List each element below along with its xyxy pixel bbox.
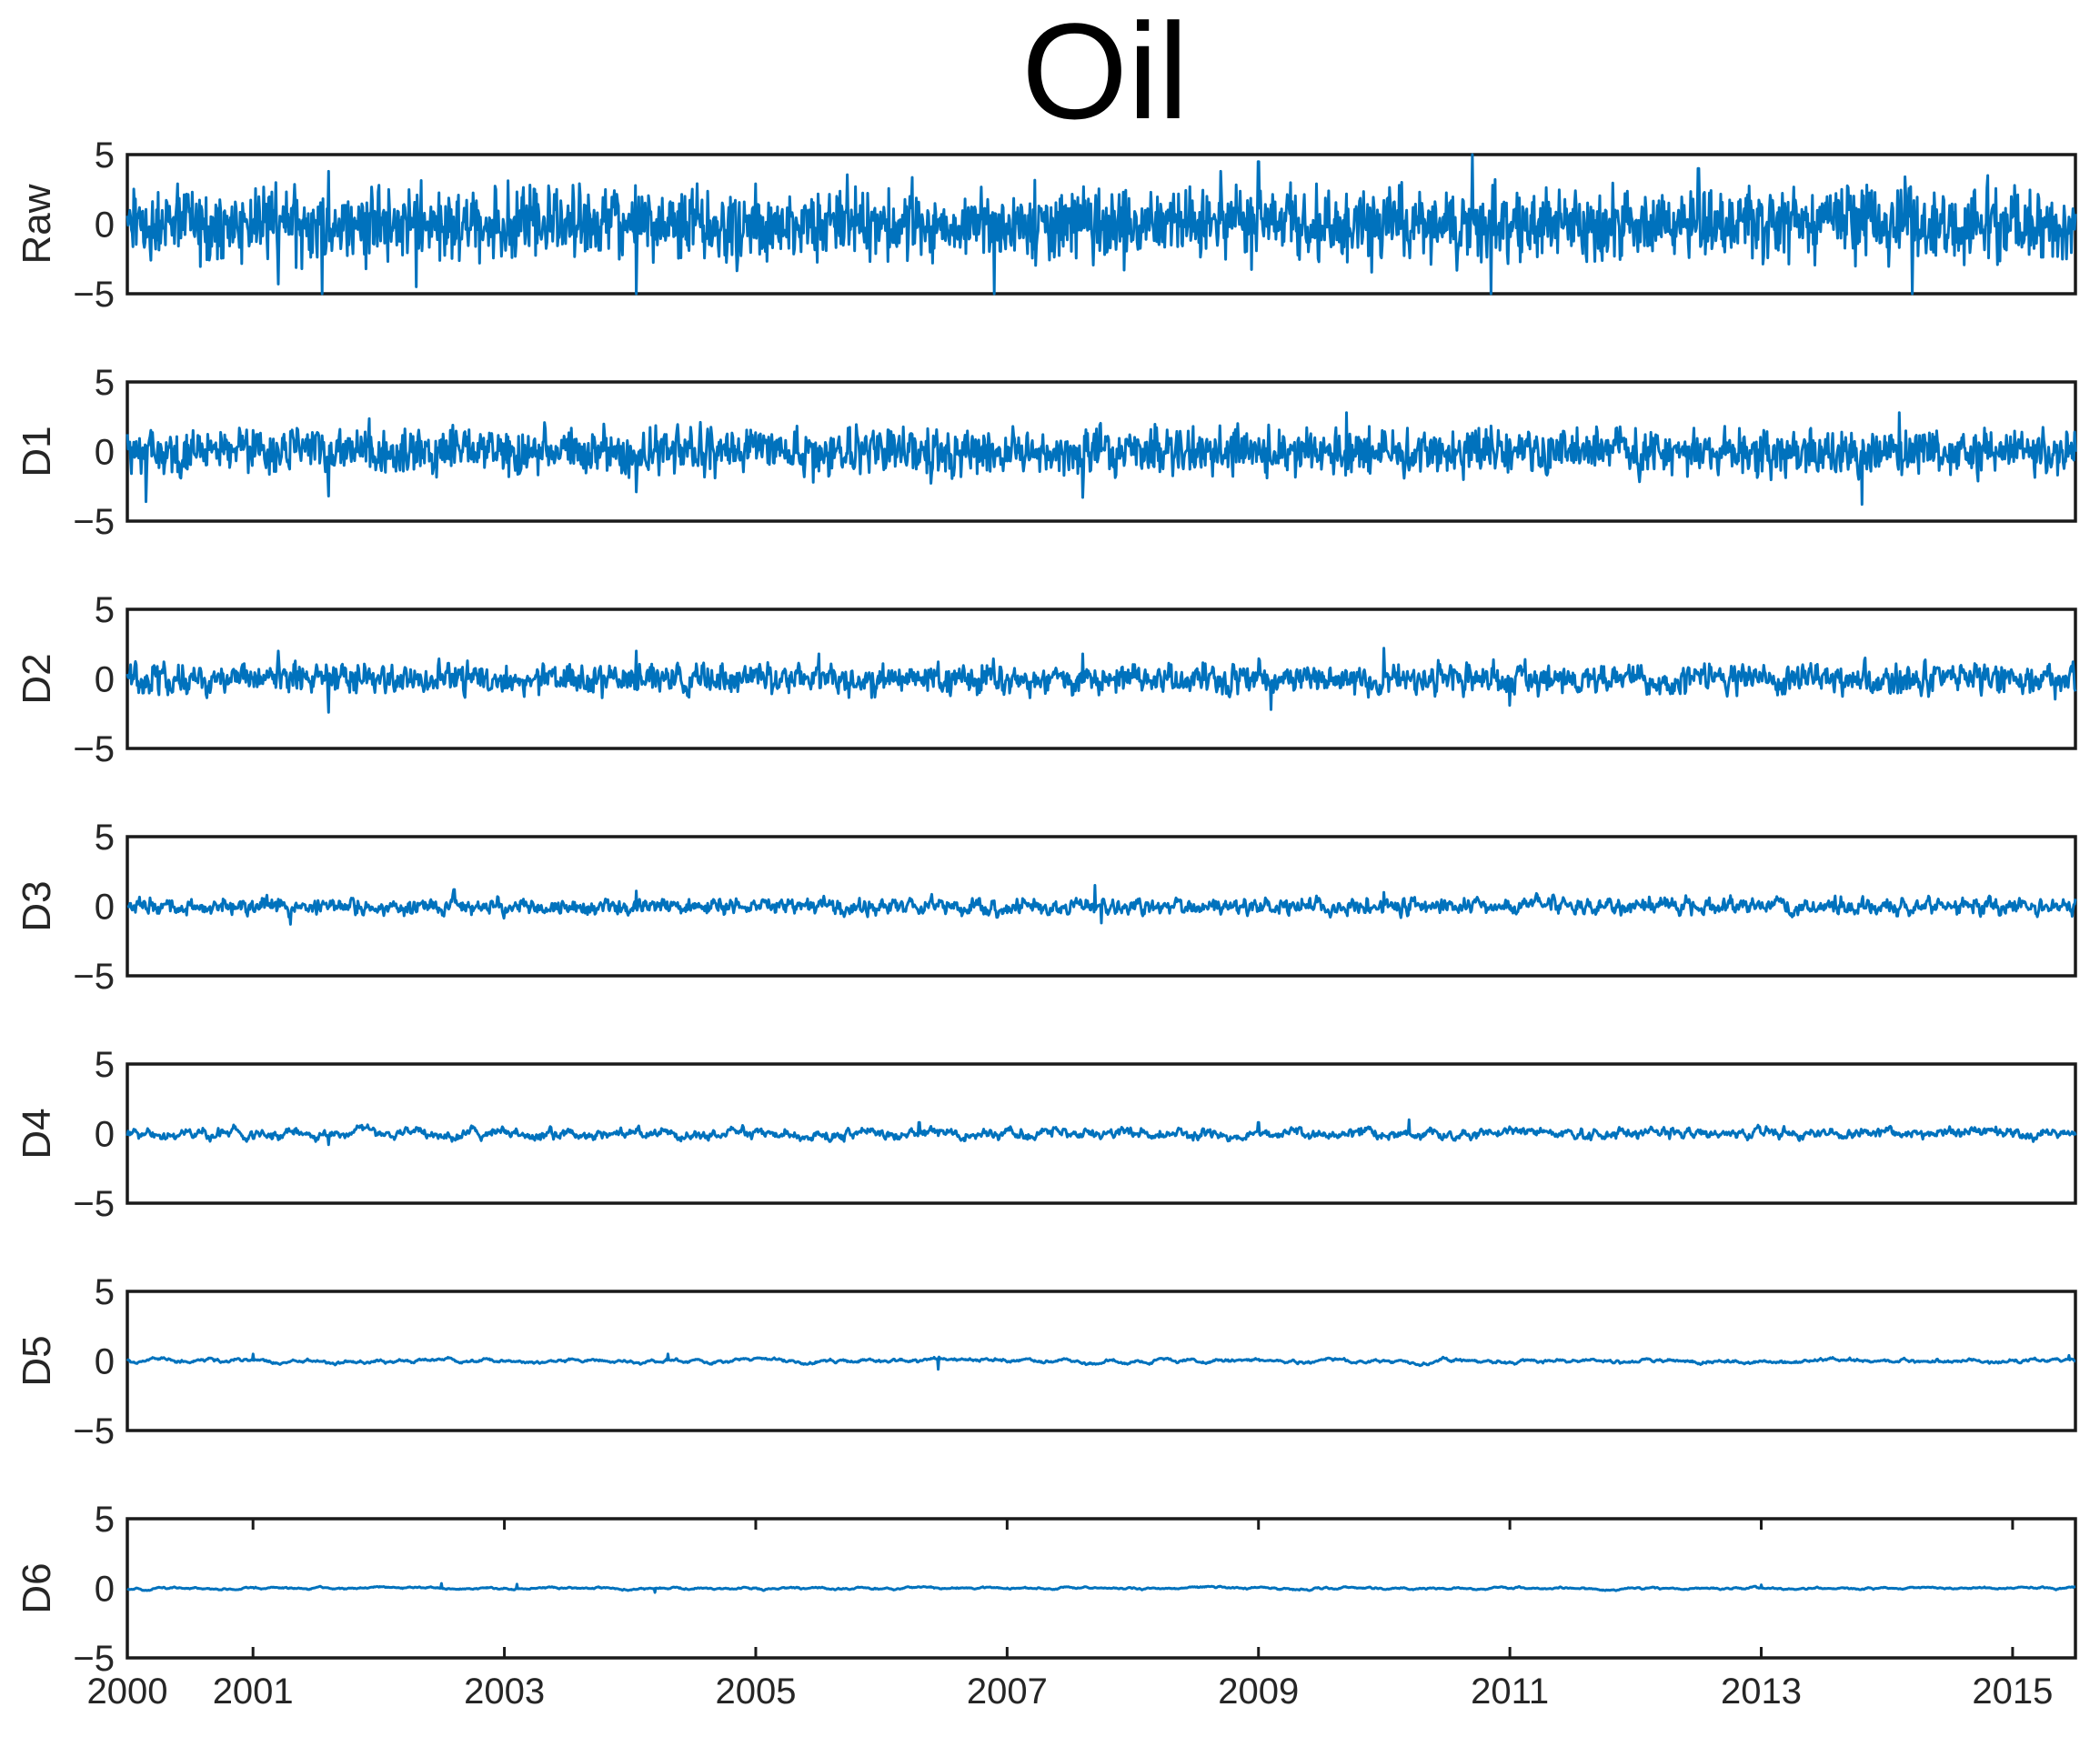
x-tick-label: 2007 (967, 1672, 1048, 1712)
x-tick-label: 2003 (464, 1672, 545, 1712)
series-line-d4 (126, 1118, 2077, 1147)
series-line-d2 (126, 647, 2077, 714)
y-tick-label: 0 (95, 433, 115, 473)
subplot-d3: −5 0 5 D3 (15, 818, 2077, 997)
x-tick-label: 2015 (1972, 1672, 2053, 1712)
x-tick-label: 2011 (1471, 1672, 1549, 1712)
series-line-d3 (126, 884, 2077, 926)
y-axis-label: D5 (15, 1335, 59, 1386)
y-tick-label: −5 (73, 502, 115, 542)
series-line-d6 (126, 1581, 2076, 1594)
y-tick-label: 0 (95, 1115, 115, 1155)
y-tick-label: 0 (95, 1342, 115, 1382)
subplot-stack: −5 0 5 Raw −5 0 5 D1 −5 0 5 D2 −5 0 5 D3 −5 0 5 D4 −5 0 5 D5 −5 0… (15, 136, 2077, 1712)
y-tick-label: 0 (95, 660, 115, 700)
series-line-d1 (126, 411, 2077, 507)
series-line-raw (126, 153, 2077, 296)
y-axis-label: D6 (15, 1562, 59, 1613)
subplot-d6: −5 0 5 D6 2000 2001 2003 2005 2007 2009 2011 2013 20… (15, 1500, 2077, 1712)
chart-title: Oil (1021, 0, 1188, 147)
y-tick-label: 0 (95, 1570, 115, 1610)
y-tick-label: −5 (73, 1639, 115, 1679)
y-tick-label: 5 (95, 818, 115, 858)
series-line-d5 (126, 1352, 2076, 1371)
y-tick-label: −5 (73, 1184, 115, 1224)
subplot-d4: −5 0 5 D4 (15, 1045, 2077, 1224)
y-axis-label: D1 (15, 426, 59, 477)
y-axis-label: Raw (15, 184, 59, 264)
y-tick-label: 5 (95, 363, 115, 403)
y-tick-label: 0 (95, 888, 115, 928)
y-tick-label: 5 (95, 1500, 115, 1540)
axes-box (126, 1290, 2077, 1432)
y-tick-label: −5 (73, 729, 115, 769)
subplot-d2: −5 0 5 D2 (15, 590, 2077, 769)
subplot-d1: −5 0 5 D1 (15, 363, 2077, 542)
y-axis-label: D2 (15, 653, 59, 704)
x-tick-label: 2001 (213, 1672, 294, 1712)
y-tick-label: −5 (73, 1411, 115, 1451)
x-tick-label: 2005 (715, 1672, 796, 1712)
y-tick-label: 5 (95, 1045, 115, 1085)
y-tick-label: 5 (95, 1272, 115, 1312)
x-tick-label: 2009 (1218, 1672, 1299, 1712)
y-axis-label: D4 (15, 1108, 59, 1159)
y-tick-label: 5 (95, 590, 115, 630)
x-tick-label: 2000 (87, 1672, 168, 1712)
x-tick-label: 2013 (1721, 1672, 1802, 1712)
subplot-raw: −5 0 5 Raw (15, 136, 2077, 315)
y-tick-label: −5 (73, 275, 115, 315)
y-axis-label: D3 (15, 880, 59, 931)
subplot-d5: −5 0 5 D5 (15, 1272, 2077, 1451)
y-tick-label: −5 (73, 957, 115, 997)
y-tick-label: 5 (95, 136, 115, 176)
y-tick-label: 0 (95, 206, 115, 246)
